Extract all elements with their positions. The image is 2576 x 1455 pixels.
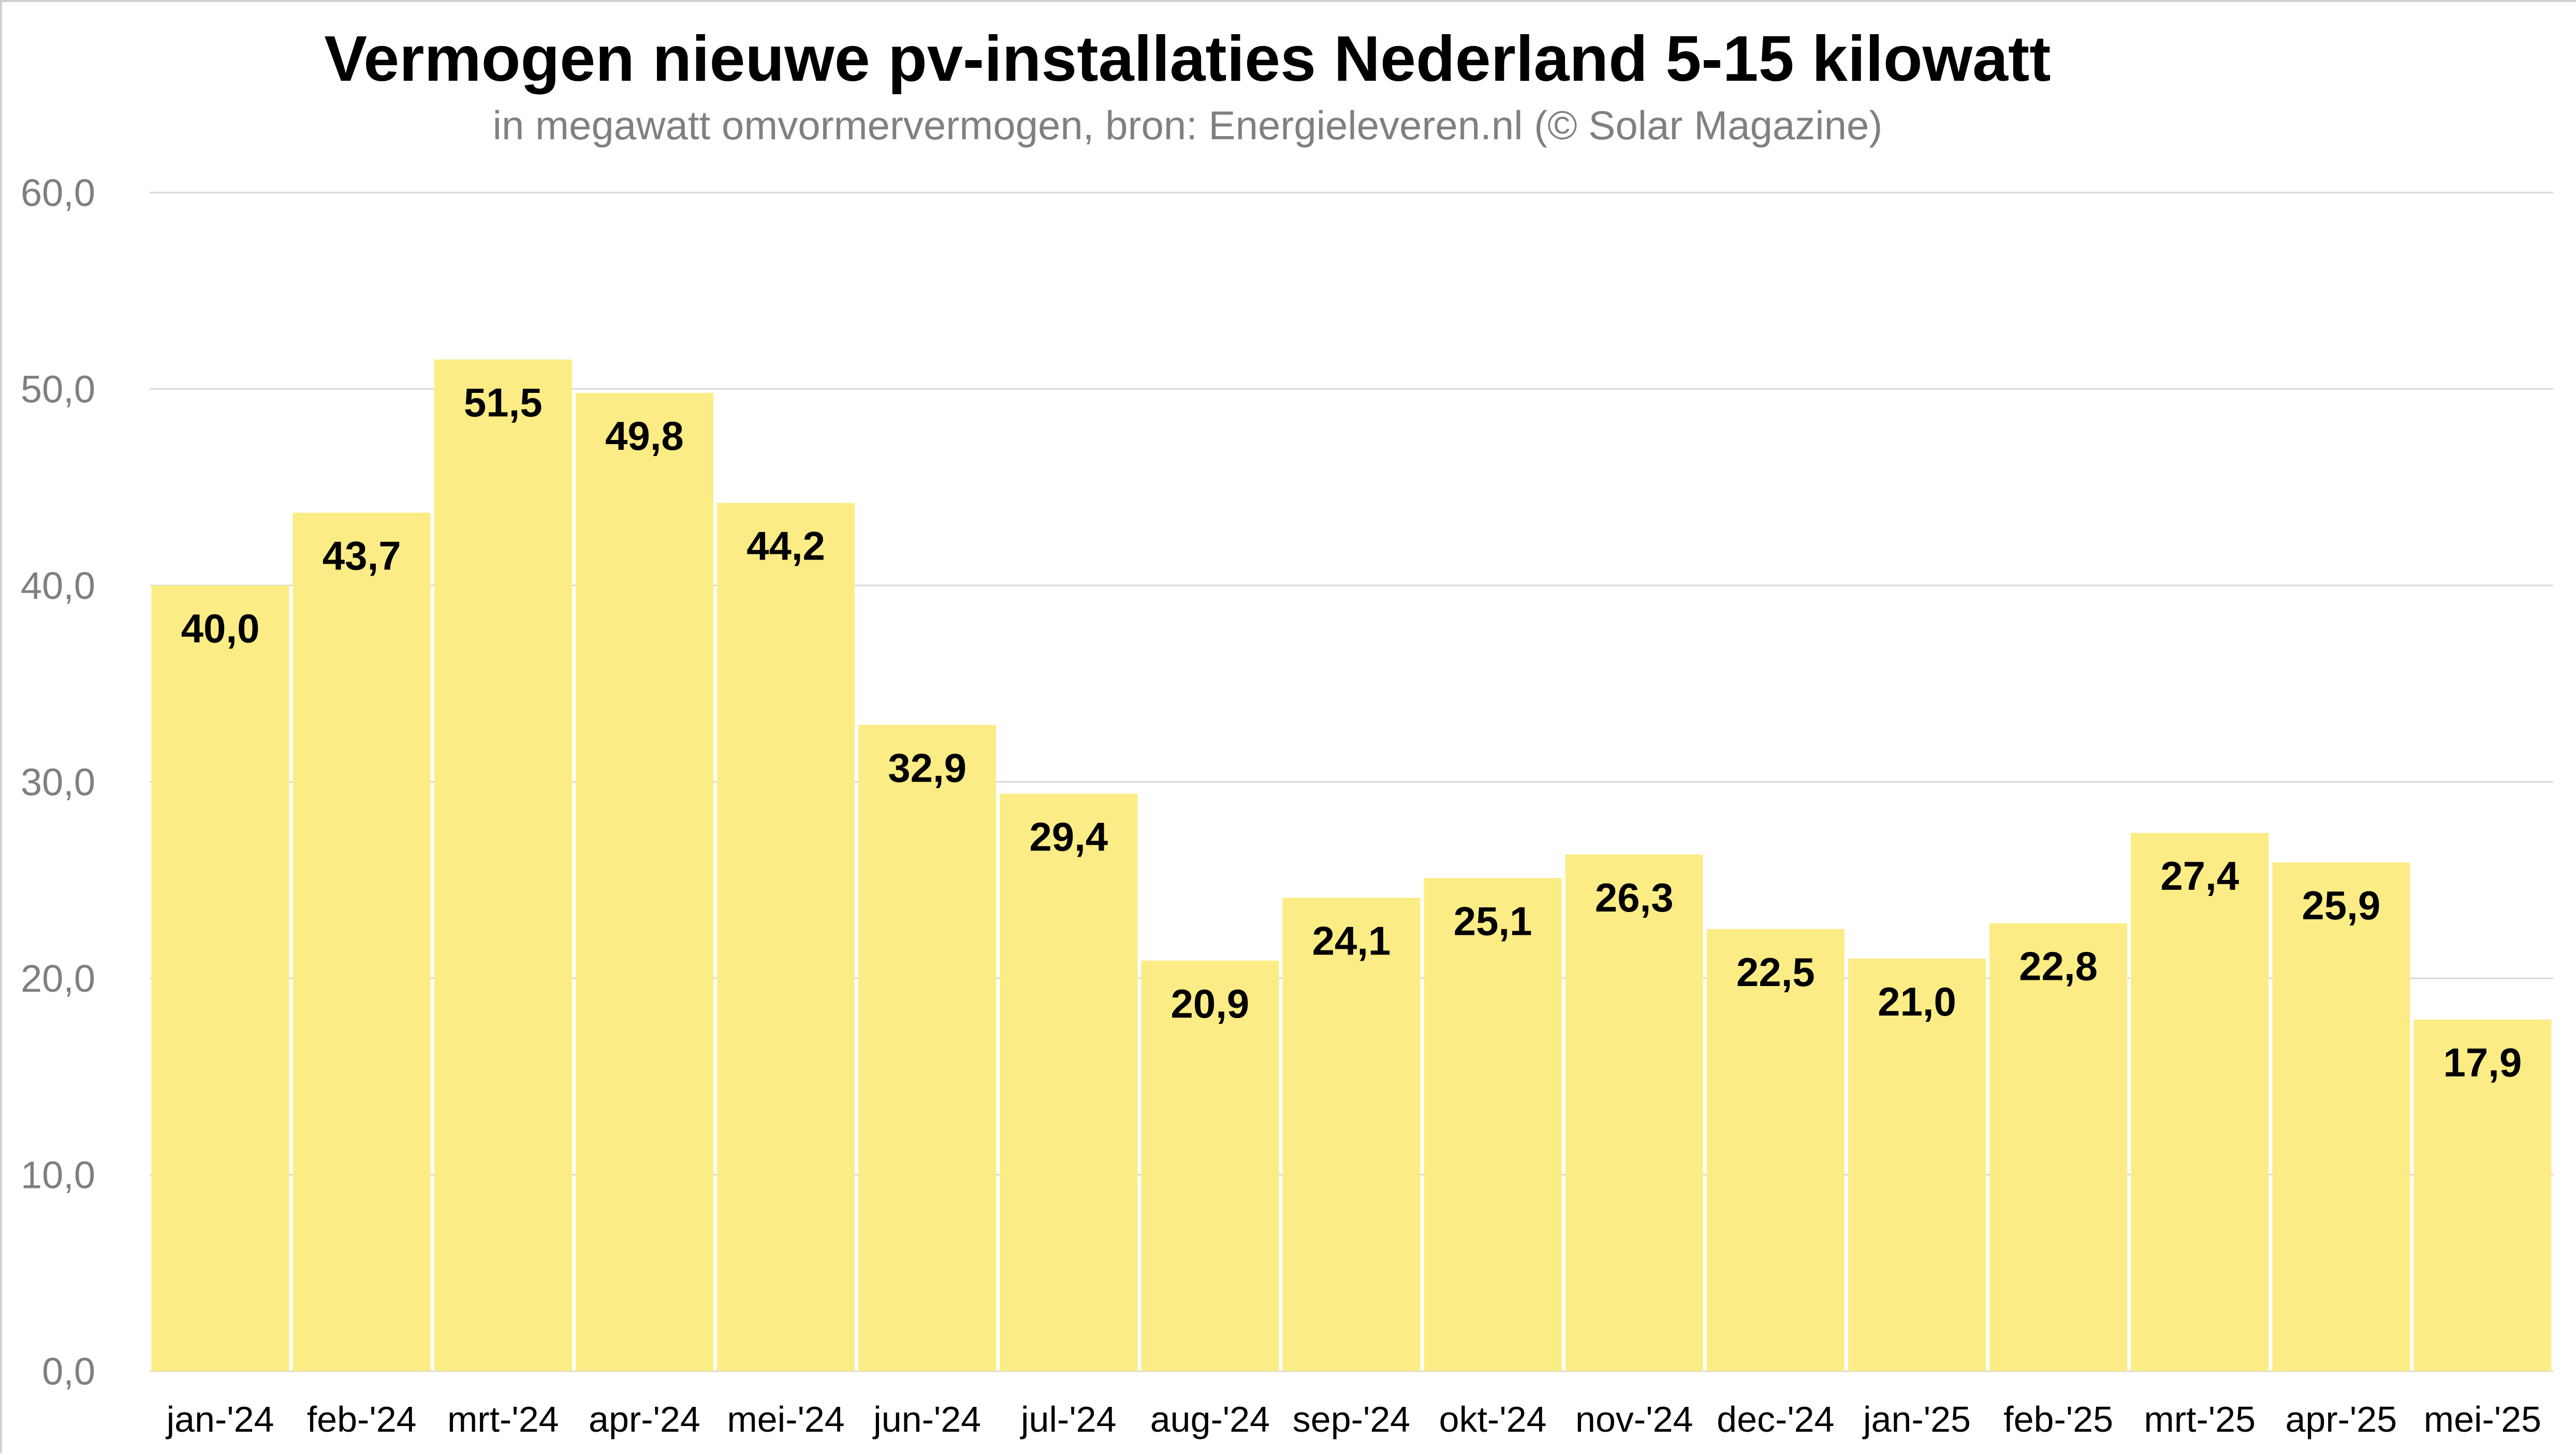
data-label: 20,9 [1170,981,1249,1026]
chart-subtitle: in megawatt omvormervermogen, bron: Ener… [493,102,1883,148]
bar [575,393,713,1371]
x-tick-label: feb-'25 [2003,1399,2113,1439]
bar [1565,854,1703,1371]
x-axis-ticks: jan-'24 feb-'24 mrt-'24 apr-'24 mei-'24 jun-'… [166,1399,2542,1439]
bar [1424,878,1562,1371]
x-tick-label: jun-'24 [872,1399,981,1439]
x-tick-label: jul-'24 [1020,1399,1117,1439]
data-label: 17,9 [2443,1040,2522,1085]
y-tick-label: 50,0 [21,368,95,411]
x-tick-label: sep-'24 [1293,1399,1410,1439]
x-tick-label: apr-'24 [589,1399,700,1439]
bar [2413,1019,2552,1371]
data-label: 25,1 [1454,898,1532,944]
y-tick-label: 40,0 [21,564,95,607]
bars [151,359,2552,1372]
bar [858,725,997,1371]
data-label: 26,3 [1595,875,1674,920]
y-tick-label: 0,0 [42,1350,95,1393]
bar [1141,960,1279,1371]
y-tick-label: 20,0 [21,957,95,1000]
bar [1848,959,1986,1371]
chart-title: Vermogen nieuwe pv-installaties Nederlan… [324,23,2051,95]
data-label: 21,0 [1878,979,1956,1024]
bar [1989,923,2128,1371]
data-label: 22,8 [2019,944,2098,989]
bar [1000,793,1138,1371]
x-tick-label: nov-'24 [1575,1399,1693,1439]
x-tick-label: mei-'25 [2424,1399,2541,1439]
x-tick-label: mei-'24 [727,1399,844,1439]
bar [434,359,572,1372]
x-tick-label: feb-'24 [307,1399,417,1439]
bar [2131,833,2269,1371]
data-label: 49,8 [605,413,684,459]
bar [2272,862,2410,1371]
x-tick-label: jan-'24 [166,1399,274,1439]
bar [1706,929,1845,1371]
data-labels: 40,0 43,7 51,5 49,8 44,2 32,9 29,4 20,9 24,1 25,1… [181,380,2522,1085]
x-tick-label: apr-'25 [2285,1399,2397,1439]
data-label: 25,9 [2302,883,2380,928]
x-tick-label: aug-'24 [1150,1399,1270,1439]
data-label: 29,4 [1029,814,1108,859]
y-axis-ticks: 0,0 10,0 20,0 30,0 40,0 50,0 60,0 [21,171,95,1393]
y-tick-label: 30,0 [21,761,95,804]
bar [151,585,289,1371]
data-label: 44,2 [747,523,825,569]
data-label: 27,4 [2160,853,2239,899]
data-label: 32,9 [888,745,967,790]
x-tick-label: dec-'24 [1717,1399,1834,1439]
data-label: 40,0 [181,606,260,651]
data-label: 43,7 [323,533,401,579]
data-label: 51,5 [464,380,543,425]
bar [292,512,431,1372]
bar [1282,898,1421,1371]
x-tick-label: jan-'25 [1862,1399,1971,1439]
bar [716,503,855,1371]
x-tick-label: okt-'24 [1439,1399,1547,1439]
data-label: 24,1 [1312,918,1391,963]
x-tick-label: mrt-'25 [2144,1399,2256,1439]
data-label: 22,5 [1736,949,1815,995]
y-tick-label: 10,0 [21,1154,95,1197]
x-tick-label: mrt-'24 [447,1399,559,1439]
y-tick-label: 60,0 [21,171,95,214]
